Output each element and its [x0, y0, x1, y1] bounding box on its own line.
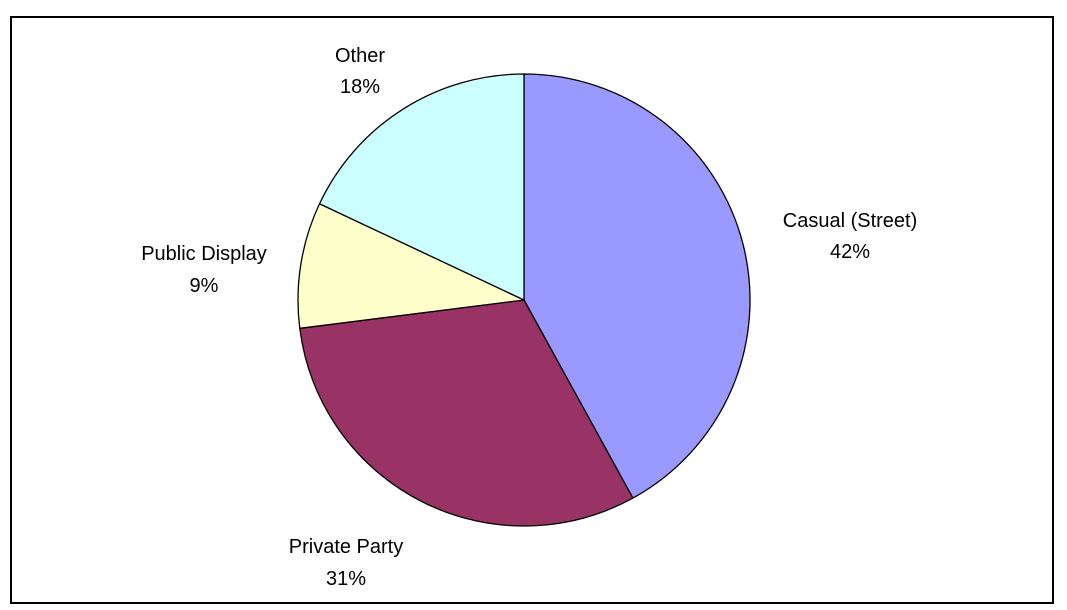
- slice-label-1-name: Private Party: [289, 536, 403, 558]
- slice-label-0: Casual (Street) 42%: [783, 210, 918, 263]
- slice-label-2: Public Display 9%: [141, 243, 267, 297]
- slice-label-3: Other 18%: [335, 45, 385, 98]
- slice-label-0-name: Casual (Street): [783, 210, 918, 232]
- slice-label-0-value: 42%: [830, 241, 870, 263]
- slice-label-2-name: Public Display: [141, 243, 267, 265]
- slice-label-3-value: 18%: [340, 76, 380, 98]
- pie-slice-3: [318, 73, 525, 301]
- pie-slice-0: [523, 73, 751, 499]
- slice-label-1-value: 31%: [326, 568, 366, 590]
- slice-label-3-name: Other: [335, 45, 385, 67]
- pie-slice-2: [297, 203, 525, 329]
- slice-label-2-value: 9%: [190, 275, 219, 297]
- pie-slices: [297, 73, 751, 527]
- slice-label-1: Private Party 31%: [289, 536, 403, 590]
- pie-slice-1: [299, 299, 634, 527]
